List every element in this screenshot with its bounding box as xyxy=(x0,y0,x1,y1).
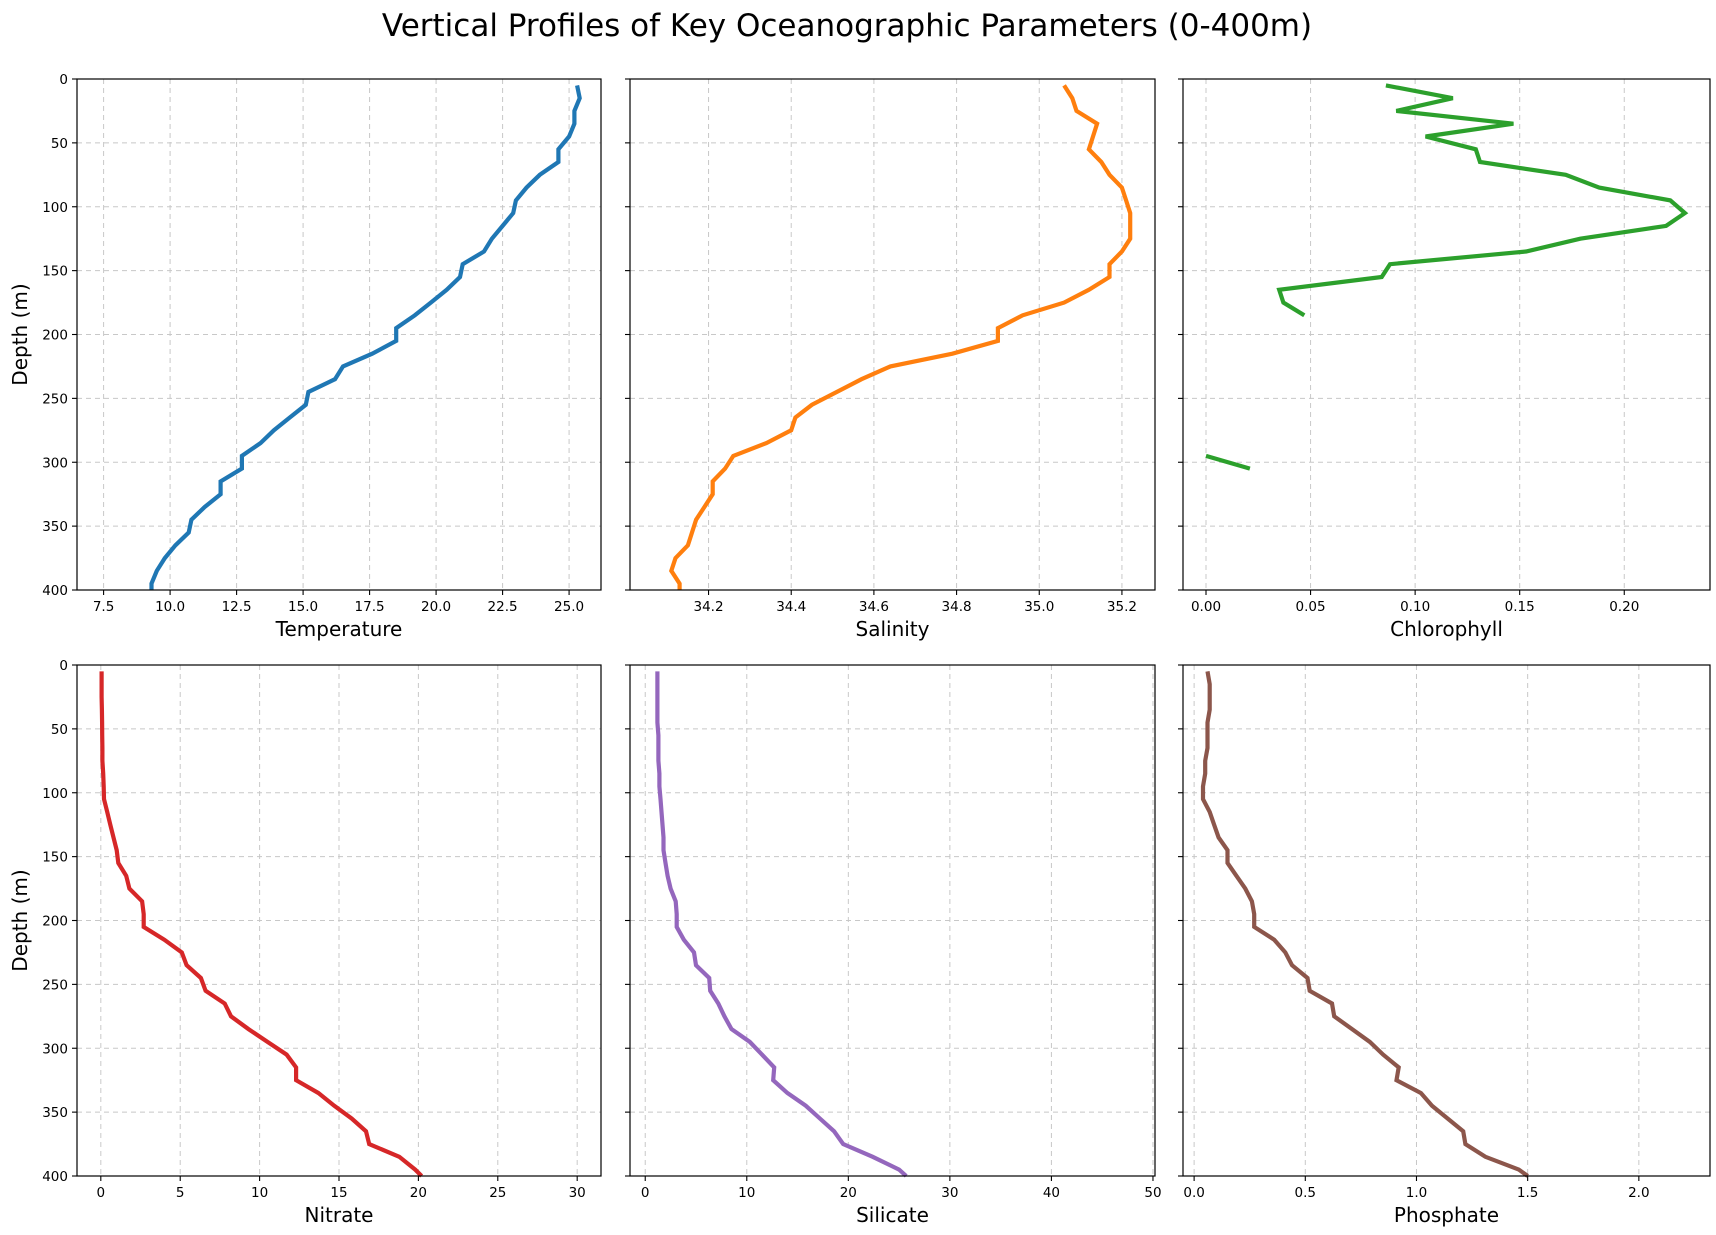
axes-frame xyxy=(629,78,1156,591)
x-tick-label: 12.5 xyxy=(222,599,252,615)
x-tick-label: 10.0 xyxy=(155,599,185,615)
x-axis-title: Chlorophyll xyxy=(1390,617,1503,641)
y-tick-label: 150 xyxy=(42,264,68,280)
y-tick-label: 350 xyxy=(42,519,68,535)
x-tick-label: 1.0 xyxy=(1406,1185,1427,1201)
y-tick-label: 50 xyxy=(51,722,68,738)
x-tick-label: 34.8 xyxy=(942,599,972,615)
series-line-salinity xyxy=(668,84,1133,590)
x-tick-label: 50 xyxy=(1144,1185,1161,1201)
x-axis-title: Silicate xyxy=(856,1203,929,1227)
y-tick-label: 150 xyxy=(42,850,68,866)
y-tick-label: 350 xyxy=(42,1105,68,1121)
x-tick-label: 0.10 xyxy=(1400,599,1430,615)
panel-salinity: 34.2 34.4 34.6 34.8 35.0 35.2 Salinity xyxy=(625,78,1156,641)
x-tick-label: 20 xyxy=(840,1185,857,1201)
axes-frame xyxy=(1182,78,1711,591)
x-tick-label: 0.20 xyxy=(1609,599,1639,615)
series-line-phosphate xyxy=(1200,671,1529,1178)
x-tick-label: 5 xyxy=(176,1185,185,1201)
y-tick-label: 400 xyxy=(42,583,68,599)
x-tick-label: 17.5 xyxy=(355,599,385,615)
x-tick-label: 34.2 xyxy=(694,599,724,615)
x-tick-label: 25 xyxy=(489,1185,506,1201)
x-tick-label: 0.0 xyxy=(1183,1185,1204,1201)
x-tick-label: 20 xyxy=(410,1185,427,1201)
axes-frame xyxy=(76,664,602,1177)
x-tick-label: 30 xyxy=(941,1185,958,1201)
x-tick-label: 0 xyxy=(641,1185,650,1201)
panels: 7.5 10.0 12.5 15.0 17.5 20.0 22.5 25.0050100150… xyxy=(8,72,1711,1227)
x-tick-label: 30 xyxy=(569,1185,586,1201)
series-line-temperature xyxy=(149,84,582,590)
x-tick-label: 0.15 xyxy=(1505,599,1535,615)
y-tick-label: 200 xyxy=(42,328,68,344)
x-tick-label: 0.00 xyxy=(1191,599,1221,615)
axes-frame xyxy=(76,78,602,591)
y-axis-title: Depth (m) xyxy=(8,869,32,971)
x-tick-label: 10 xyxy=(251,1185,268,1201)
x-tick-label: 34.4 xyxy=(776,599,806,615)
x-tick-label: 0.5 xyxy=(1295,1185,1316,1201)
x-tick-label: 15 xyxy=(330,1185,347,1201)
x-tick-label: 0 xyxy=(97,1185,106,1201)
x-tick-label: 2.0 xyxy=(1628,1185,1649,1201)
panel-silicate: 0 10 20 30 40 50 Silicate xyxy=(625,664,1162,1227)
series-line-silicate xyxy=(655,671,908,1178)
axes-frame xyxy=(629,664,1156,1177)
x-tick-label: 25.0 xyxy=(554,599,584,615)
y-tick-label: 400 xyxy=(42,1169,68,1185)
x-axis-title: Nitrate xyxy=(305,1203,374,1227)
series-line-nitrate xyxy=(99,671,424,1178)
y-tick-label: 100 xyxy=(42,200,68,216)
y-tick-label: 0 xyxy=(59,72,68,88)
y-tick-label: 300 xyxy=(42,1041,68,1057)
x-tick-label: 0.05 xyxy=(1296,599,1326,615)
y-tick-label: 50 xyxy=(51,136,68,152)
x-tick-label: 34.6 xyxy=(859,599,889,615)
x-tick-label: 35.0 xyxy=(1024,599,1054,615)
y-tick-label: 0 xyxy=(59,658,68,674)
y-tick-label: 100 xyxy=(42,786,68,802)
y-tick-label: 250 xyxy=(42,977,68,993)
panel-chlorophyll: 0.00 0.05 0.10 0.15 0.20 Chlorophyll xyxy=(1178,78,1711,641)
series-line-chlorophyll xyxy=(1205,453,1251,471)
y-axis-title: Depth (m) xyxy=(8,283,32,385)
series-line-chlorophyll xyxy=(1276,83,1689,318)
x-tick-label: 40 xyxy=(1043,1185,1060,1201)
panel-temperature: 7.5 10.0 12.5 15.0 17.5 20.0 22.5 25.0 0 50 100 150… xyxy=(8,72,602,641)
x-axis-title: Phosphate xyxy=(1394,1203,1499,1227)
x-tick-label: 15.0 xyxy=(288,599,318,615)
y-tick-label: 200 xyxy=(42,914,68,930)
x-tick-label: 10 xyxy=(738,1185,755,1201)
x-tick-label: 20.0 xyxy=(421,599,451,615)
x-tick-label: 7.5 xyxy=(93,599,114,615)
x-tick-label: 1.5 xyxy=(1517,1185,1538,1201)
y-tick-label: 300 xyxy=(42,455,68,471)
x-axis-title: Temperature xyxy=(275,617,403,641)
panel-phosphate: 0.0 0.5 1.0 1.5 2.0 Phosphate xyxy=(1178,664,1711,1227)
y-tick-label: 250 xyxy=(42,391,68,407)
axes-frame xyxy=(1182,664,1711,1177)
panel-nitrate: 0 5 10 15 20 25 30050100150200250300350400Nitr… xyxy=(8,658,602,1227)
x-tick-label: 35.2 xyxy=(1107,599,1137,615)
x-axis-title: Salinity xyxy=(856,617,930,641)
x-tick-label: 22.5 xyxy=(488,599,518,615)
figure-title: Vertical Profiles of Key Oceanographic P… xyxy=(382,8,1312,44)
